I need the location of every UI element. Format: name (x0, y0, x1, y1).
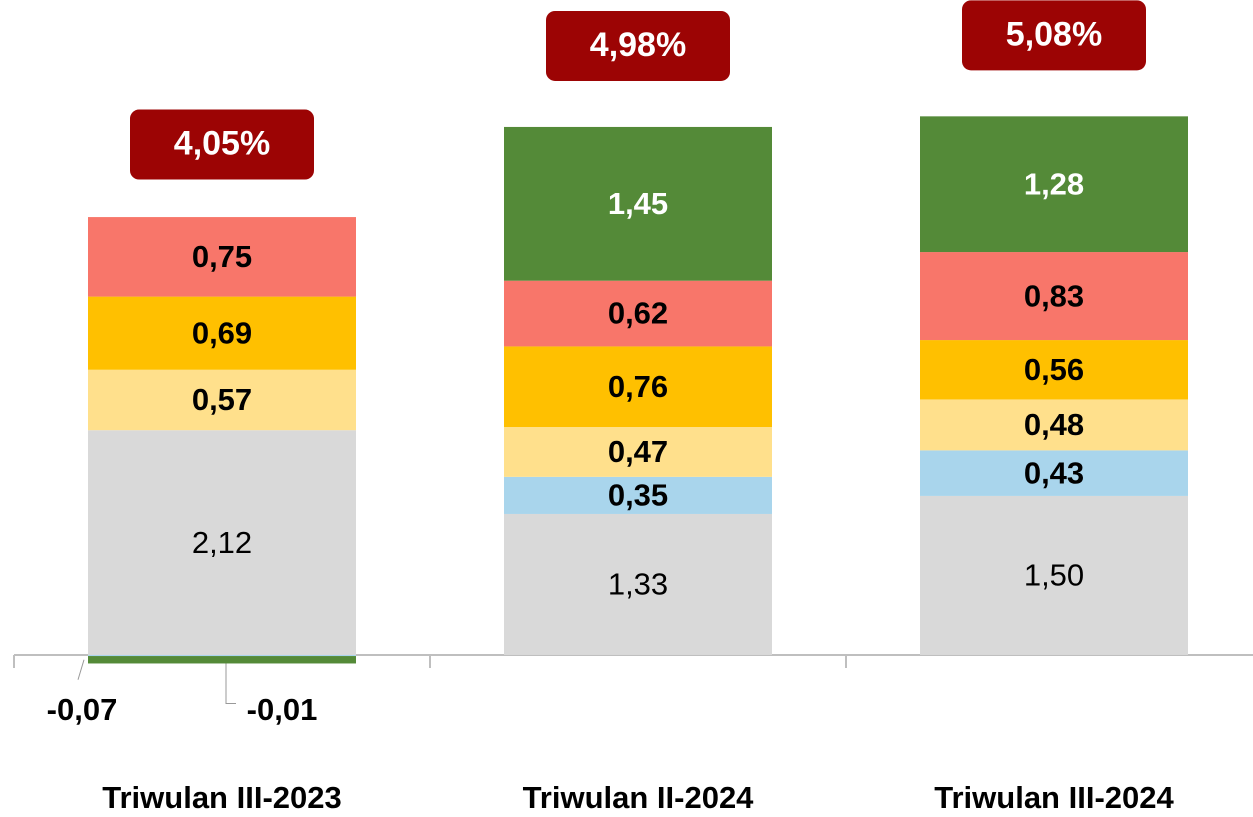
data-label: 0,43 (1024, 455, 1084, 490)
data-label: 0,69 (192, 315, 252, 350)
bar-segment (504, 126, 772, 281)
bar-segment (504, 280, 772, 347)
x-tick-label: Triwulan II-2024 (523, 780, 755, 815)
data-label: 0,83 (1024, 278, 1084, 313)
total-box (130, 109, 314, 180)
data-label: 0,56 (1024, 352, 1084, 387)
total-box (962, 0, 1146, 71)
data-label: 0,62 (608, 296, 668, 331)
data-label: 1,50 (1024, 558, 1084, 593)
data-label: 0,76 (608, 369, 668, 404)
bar-segment (920, 252, 1188, 341)
leader-line (77, 659, 85, 680)
data-label: 2,12 (192, 525, 252, 560)
bar-segment (88, 656, 356, 664)
x-tick-label: Triwulan III-2024 (934, 780, 1174, 815)
bar-segment (88, 296, 356, 370)
bar-segment (88, 369, 356, 431)
data-label: 0,48 (1024, 407, 1084, 442)
data-label: -0,07 (47, 692, 118, 727)
data-label: 1,28 (1024, 166, 1084, 201)
bar-segment (504, 427, 772, 477)
bar-segment (504, 513, 772, 655)
bar-segment (504, 346, 772, 428)
bar-segment (920, 399, 1188, 451)
bar-segment (504, 476, 772, 514)
data-label: 0,47 (608, 434, 668, 469)
total-box (546, 10, 730, 81)
data-label: 0,35 (608, 478, 668, 513)
data-label: 1,33 (608, 567, 668, 602)
x-tick-label: Triwulan III-2023 (102, 780, 341, 815)
data-label: 0,75 (192, 239, 252, 274)
bar-segment (88, 654, 356, 657)
bar-segment (88, 430, 356, 655)
leader-line (225, 659, 236, 705)
total-label: 4,98% (590, 26, 686, 64)
data-label: -0,01 (247, 692, 318, 727)
bar-segment (920, 340, 1188, 400)
bar-segment (88, 217, 356, 297)
bar-segment (920, 450, 1188, 496)
data-label: 1,45 (608, 186, 668, 221)
total-label: 5,08% (1006, 15, 1102, 53)
total-label: 4,05% (174, 125, 270, 163)
bar-segment (920, 116, 1188, 253)
data-label: 0,57 (192, 382, 252, 417)
bar-segment (920, 495, 1188, 655)
